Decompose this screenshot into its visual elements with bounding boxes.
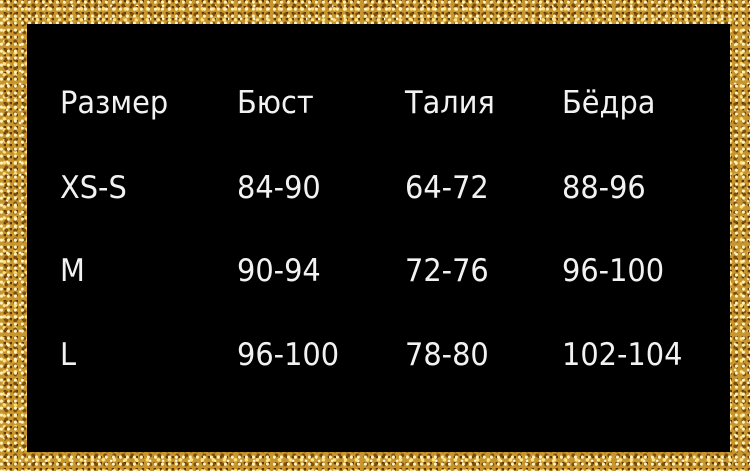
table-cell: 84-90 xyxy=(237,170,321,206)
table-cell: 102-104 xyxy=(562,337,683,373)
column-header: Талия xyxy=(405,85,495,121)
table-cell: L xyxy=(60,337,77,373)
column-header: Размер xyxy=(60,85,169,121)
table-cell: 64-72 xyxy=(405,170,489,206)
table-cell: 96-100 xyxy=(562,253,665,289)
table-cell: XS-S xyxy=(60,170,127,206)
table-cell: 72-76 xyxy=(405,253,489,289)
column-header: Бёдра xyxy=(562,85,656,121)
table-cell: 88-96 xyxy=(562,170,646,206)
column-header: Бюст xyxy=(237,85,314,121)
table-cell: 78-80 xyxy=(405,337,489,373)
table-cell: 90-94 xyxy=(237,253,321,289)
table-cell: M xyxy=(60,253,85,289)
size-chart-panel: Размер Бюст Талия Бёдра XS-S 84-90 64-72 88-96 M… xyxy=(27,24,730,452)
table-cell: 96-100 xyxy=(237,337,340,373)
